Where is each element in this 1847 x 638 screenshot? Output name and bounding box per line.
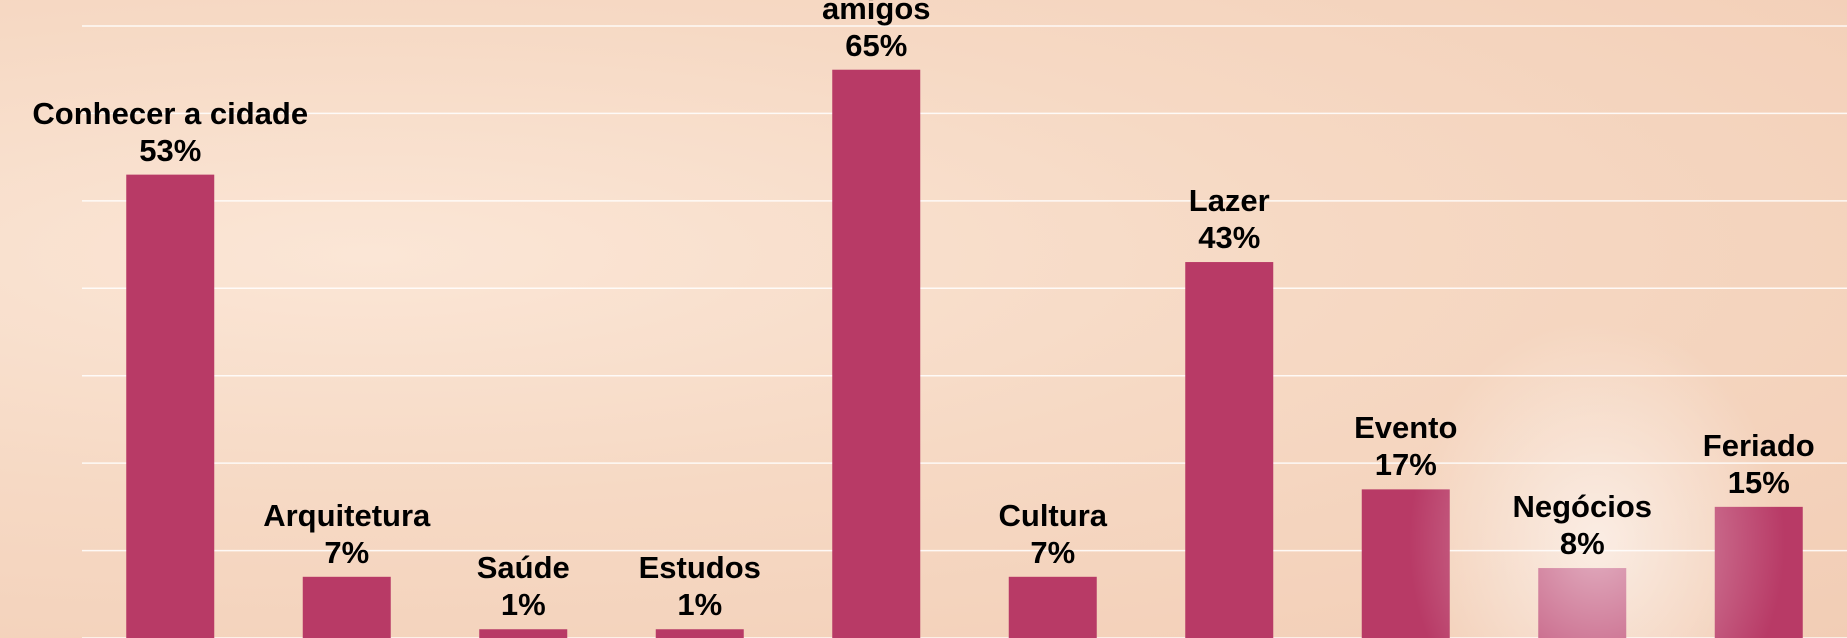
value-label: 8% [1559,526,1605,562]
category-label: Lazer [1188,183,1270,219]
category-label: Negócios [1512,489,1653,525]
value-label: 53% [139,132,202,168]
bar [479,629,568,638]
bar [126,174,215,638]
category-label: Estudos [638,550,761,586]
bar [1714,506,1803,638]
category-label: Conhecer a cidade [32,95,309,131]
value-label: 7% [324,534,370,570]
category-label: Evento [1354,410,1458,446]
data-label: Saúde 1% [477,549,570,623]
value-label: 43% [1198,220,1261,256]
bar [1361,489,1450,638]
data-label: Conhecer a cidade 53% [32,95,308,169]
category-label: Visita parentes/ amigos [821,0,931,26]
category-label: Saúde [476,550,570,586]
data-label: Arquitetura 7% [263,497,430,571]
bar [1008,576,1097,638]
bar [1538,568,1627,638]
value-label: 1% [500,587,546,623]
value-label: 15% [1727,464,1790,500]
value-label: 65% [845,27,908,63]
value-label: 1% [677,587,723,623]
bar [832,69,921,638]
bar [655,629,744,638]
category-label: Feriado [1702,427,1815,463]
bar [1185,262,1274,638]
data-label: Lazer 43% [1189,182,1270,256]
value-label: 17% [1374,447,1437,483]
category-label: Cultura [998,497,1108,533]
data-label: Cultura 7% [999,497,1108,571]
category-label: Arquitetura [263,497,431,533]
data-label: Negócios 8% [1512,488,1652,562]
data-label: Feriado 15% [1703,427,1815,501]
bar [302,576,391,638]
data-label: Evento 17% [1354,409,1457,483]
data-label: Estudos 1% [639,549,761,623]
value-label: 7% [1030,534,1076,570]
